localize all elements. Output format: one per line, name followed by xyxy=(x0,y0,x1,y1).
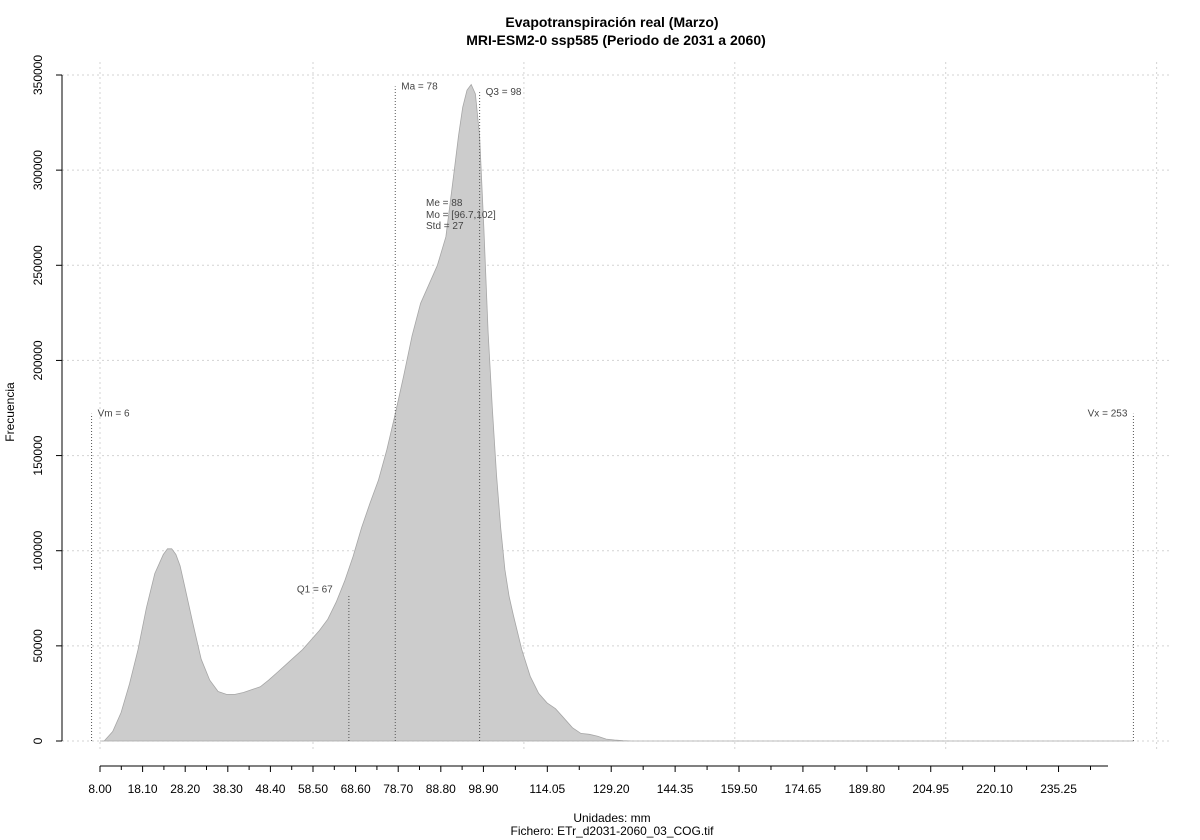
y-tick-label: 100000 xyxy=(31,530,45,570)
y-tick-label: 350000 xyxy=(31,55,45,95)
y-tick-label: 0 xyxy=(31,737,45,744)
x-tick-label: 38.30 xyxy=(213,782,243,796)
density-area xyxy=(100,83,1134,742)
x-axis-label: Unidades: mm xyxy=(573,811,650,825)
y-axis-label: Frecuencia xyxy=(3,382,17,442)
file-footer: Fichero: ETr_d2031-2060_03_COG.tif xyxy=(511,824,715,838)
grid-lines xyxy=(62,62,1170,752)
marker-lines: Vm = 6 Q1 = 67 Ma = 78 Q3 = 98 Vx = 253 xyxy=(91,81,1134,741)
marker-label: Vm = 6 xyxy=(98,409,130,420)
x-tick-label: 98.90 xyxy=(468,782,498,796)
stat-median: Me = 88 xyxy=(426,198,463,209)
marker-label: Vx = 253 xyxy=(1088,409,1128,420)
stat-mode: Mo = [96.7,102] xyxy=(426,210,496,221)
x-tick-label: 174.65 xyxy=(785,782,822,796)
x-tick-label: 204.95 xyxy=(912,782,949,796)
x-tick-label: 159.50 xyxy=(721,782,758,796)
chart-title: Evapotranspiración real (Marzo) xyxy=(505,14,718,30)
marker-label: Ma = 78 xyxy=(401,81,438,92)
x-tick-label: 235.25 xyxy=(1040,782,1077,796)
chart-subtitle: MRI-ESM2-0 ssp585 (Periodo de 2031 a 206… xyxy=(466,32,766,48)
x-tick-label: 28.20 xyxy=(170,782,200,796)
x-tick-label: 48.40 xyxy=(255,782,285,796)
x-axis: 8.00 18.10 28.20 38.30 48.40 58.50 68.60 78.70 8… xyxy=(88,765,1108,796)
y-tick-label: 300000 xyxy=(31,150,45,190)
y-tick-label: 150000 xyxy=(31,435,45,475)
x-tick-label: 88.80 xyxy=(426,782,456,796)
x-tick-label: 114.05 xyxy=(529,782,565,796)
y-tick-label: 200000 xyxy=(31,340,45,380)
x-tick-label: 129.20 xyxy=(593,782,630,796)
x-tick-label: 78.70 xyxy=(383,782,413,796)
marker-label: Q1 = 67 xyxy=(297,584,333,595)
x-tick-label: 58.50 xyxy=(298,782,328,796)
y-tick-label: 250000 xyxy=(31,245,45,285)
x-tick-label: 220.10 xyxy=(976,782,1013,796)
stat-std: Std = 27 xyxy=(426,221,464,232)
x-tick-label: 189.80 xyxy=(848,782,885,796)
marker-label: Q3 = 98 xyxy=(486,87,522,98)
x-tick-label: 8.00 xyxy=(88,782,112,796)
y-tick-label: 50000 xyxy=(31,629,45,663)
y-axis: 0 50000 100000 150000 200000 250000 300000 3500… xyxy=(31,55,63,744)
x-tick-label: 144.35 xyxy=(657,782,694,796)
x-tick-label: 68.60 xyxy=(341,782,371,796)
x-tick-label: 18.10 xyxy=(128,782,158,796)
